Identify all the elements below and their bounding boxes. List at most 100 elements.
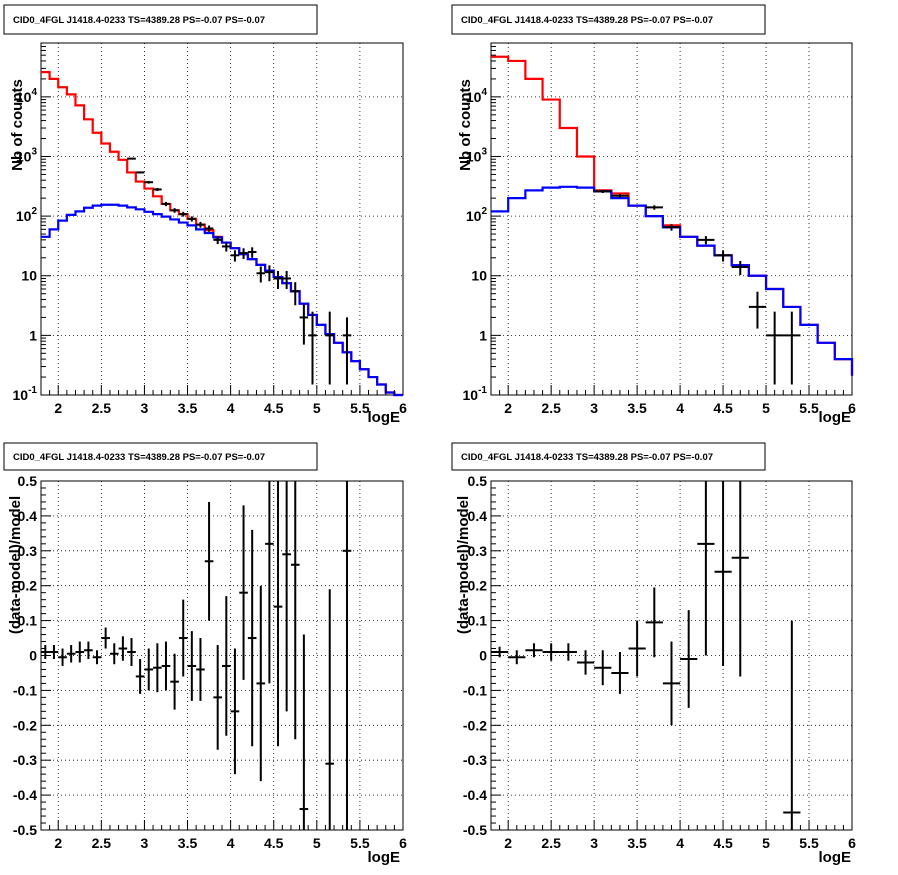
y-tick-label: 0.4 [18, 508, 38, 524]
x-tick-label: 3 [590, 835, 598, 851]
x-tick-label: 4.5 [264, 835, 284, 851]
y-tick-label: 0.5 [18, 473, 38, 489]
x-axis-title: logE [819, 409, 852, 426]
title-box [3, 4, 318, 35]
panel-title: CID0_4FGL J1418.4-0233 TS=4389.28 PS=-0.… [13, 452, 265, 463]
panel-title: CID0_4FGL J1418.4-0233 TS=4389.28 PS=-0.… [461, 15, 713, 26]
x-tick-label: 5 [762, 400, 770, 416]
x-tick-label: 5.5 [799, 400, 819, 416]
y-tick-label: 0.2 [468, 578, 488, 594]
x-tick-label: 4.5 [713, 835, 733, 851]
y-tick-label: -0.4 [463, 787, 487, 803]
y-tick-label: -0.4 [13, 787, 37, 803]
x-tick-label: 2.5 [541, 835, 561, 851]
tick-layer: 2 2.5 3 3.5 4 4.5 5 5.5 6 10-1 1 10 102 103 104 [13, 42, 407, 416]
tick-layer: 2 2.5 3 3.5 4 4.5 5 5.5 6 -0.5 -0.4 -0.3 -0.2 -0.1 0 0.… [463, 473, 856, 851]
model-source-histogram [41, 203, 403, 397]
y-tick-label: -0.3 [13, 752, 37, 768]
grid-lines [41, 43, 403, 395]
y-tick-label: 10 [21, 268, 37, 284]
y-tick-label: 0.3 [468, 543, 488, 559]
y-tick-label: 0.5 [468, 473, 488, 489]
y-tick-label: 103 [466, 146, 488, 164]
x-tick-label: 3.5 [627, 835, 647, 851]
y-tick-label: 1 [29, 327, 37, 343]
model-source-histogram [491, 185, 854, 376]
x-tick-label: 2 [54, 400, 62, 416]
x-tick-label: 3.5 [178, 835, 198, 851]
x-tick-label: 2.5 [541, 400, 561, 416]
y-tick-label: 0.1 [18, 613, 38, 629]
data-layer [491, 55, 854, 385]
y-tick-label: 103 [16, 146, 38, 164]
y-tick-label: 104 [466, 87, 488, 105]
data-layer [41, 481, 352, 830]
y-tick-label: -0.3 [463, 752, 487, 768]
y-tick-label: 0.1 [468, 613, 488, 629]
x-axis-title: logE [368, 849, 401, 866]
x-tick-label: 3 [590, 400, 598, 416]
y-tick-label: -0.1 [463, 682, 487, 698]
y-axis-title: (data-model)/model [7, 496, 24, 634]
x-axis-title: logE [368, 409, 401, 426]
x-axis-title: logE [819, 849, 852, 866]
y-axis-title: Nb of counts [9, 79, 26, 171]
data-layer [491, 481, 801, 830]
x-tick-label: 2.5 [92, 835, 112, 851]
data-layer [41, 71, 403, 397]
panel-bottom-right: CID0_4FGL J1418.4-0233 TS=4389.28 PS=-0.… [451, 442, 856, 866]
x-tick-label: 5.5 [350, 400, 370, 416]
y-tick-label: -0.1 [13, 682, 37, 698]
x-tick-label: 5 [313, 400, 321, 416]
y-tick-label: -0.5 [463, 822, 487, 838]
title-box [3, 442, 318, 471]
y-tick-label: 102 [466, 206, 488, 224]
y-tick-label: 10 [471, 268, 487, 284]
y-axis-title: Nb of counts [457, 79, 474, 171]
x-tick-label: 2 [504, 400, 512, 416]
panel-top-right: CID0_4FGL J1418.4-0233 TS=4389.28 PS=-0.… [451, 4, 856, 426]
x-tick-label: 5.5 [350, 835, 370, 851]
y-tick-label: 0 [479, 648, 487, 664]
x-tick-label: 3 [141, 400, 149, 416]
y-tick-label: 102 [16, 206, 38, 224]
y-tick-label: 0 [29, 648, 37, 664]
y-tick-label: 0.4 [468, 508, 488, 524]
grid-lines [41, 481, 403, 830]
y-axis-title: (data-model)/model [455, 496, 472, 634]
tick-layer: 2 2.5 3 3.5 4 4.5 5 5.5 6 -0.5 -0.4 -0.3 -0.2 -0.1 0 0.… [13, 473, 407, 851]
y-tick-label: -0.2 [463, 717, 487, 733]
panel-bottom-left: CID0_4FGL J1418.4-0233 TS=4389.28 PS=-0.… [3, 442, 407, 866]
y-tick-label: 1 [479, 327, 487, 343]
y-tick-label: -0.2 [13, 717, 37, 733]
y-tick-label: 0.2 [18, 578, 38, 594]
x-tick-label: 6 [399, 835, 407, 851]
x-tick-label: 2 [54, 835, 62, 851]
x-tick-label: 2.5 [92, 400, 112, 416]
y-tick-label: 10-1 [463, 385, 488, 403]
x-tick-label: 3 [141, 835, 149, 851]
x-tick-label: 4 [676, 400, 684, 416]
x-tick-label: 4 [227, 835, 235, 851]
x-tick-label: 5 [762, 835, 770, 851]
x-tick-label: 4.5 [713, 400, 733, 416]
y-tick-label: 0.3 [18, 543, 38, 559]
grid-lines [491, 43, 852, 395]
x-tick-label: 2 [504, 835, 512, 851]
tick-layer: 2 2.5 3 3.5 4 4.5 5 5.5 6 10-1 1 10 102 103 104 [463, 42, 856, 416]
y-tick-label: -0.5 [13, 822, 37, 838]
panel-top-left: CID0_4FGL J1418.4-0233 TS=4389.28 PS=-0.… [3, 4, 407, 426]
y-tick-label: 104 [16, 87, 38, 105]
x-tick-label: 5.5 [799, 835, 819, 851]
x-tick-label: 6 [399, 400, 407, 416]
x-tick-label: 3.5 [178, 400, 198, 416]
x-tick-label: 6 [848, 835, 856, 851]
panel-title: CID0_4FGL J1418.4-0233 TS=4389.28 PS=-0.… [13, 15, 265, 26]
x-tick-label: 3.5 [627, 400, 647, 416]
x-tick-label: 4.5 [264, 400, 284, 416]
x-tick-label: 4 [676, 835, 684, 851]
y-tick-label: 10-1 [13, 385, 38, 403]
x-tick-label: 5 [313, 835, 321, 851]
panel-title: CID0_4FGL J1418.4-0233 TS=4389.28 PS=-0.… [461, 452, 713, 463]
